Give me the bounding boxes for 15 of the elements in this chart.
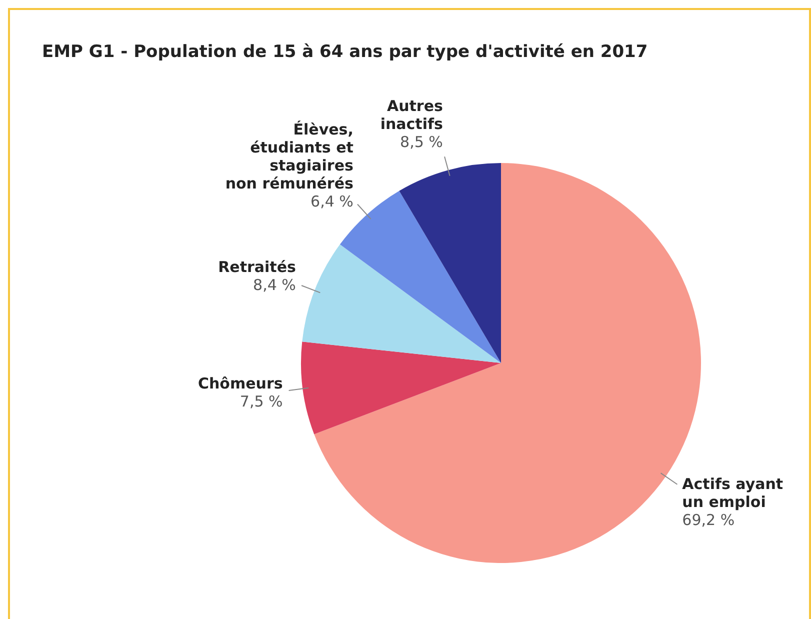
slice-label: Autres inactifs [380, 96, 444, 133]
pie-slice [340, 190, 501, 363]
slice-label: Actifs ayant un emploi [682, 475, 784, 512]
slice-label: Retraités [218, 258, 296, 276]
pie-slice [399, 163, 501, 363]
data-label: 8,4 % [253, 276, 296, 294]
data-label: 6,4 % [310, 192, 354, 210]
data-label: 69,2 % [682, 511, 735, 530]
slice-label: Chômeurs [198, 374, 283, 393]
slice-label: Élèves, étudiants et stagiaires non rémunérés [225, 120, 354, 192]
data-label: 8,5 % [400, 132, 443, 151]
chart-title: EMP G1 - Population de 15 à 64 ans par type d'activité en 2017 [42, 42, 648, 62]
data-label: 7,5 % [240, 392, 283, 411]
pie-slice [302, 244, 501, 363]
pie-slice [301, 342, 501, 434]
